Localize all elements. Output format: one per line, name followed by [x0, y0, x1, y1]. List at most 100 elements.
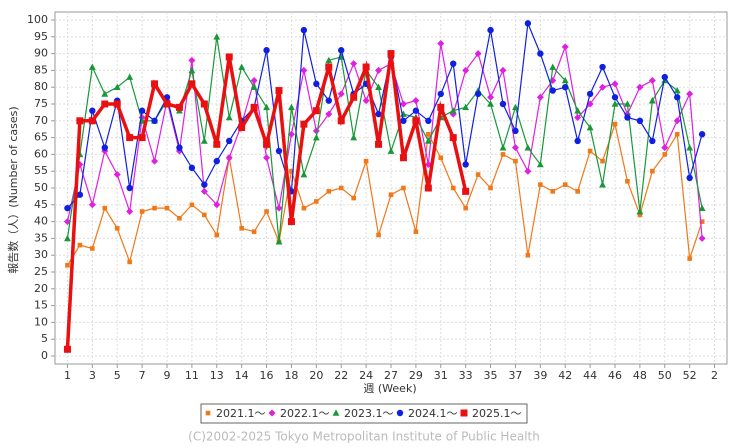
x-tick-label: 27: [384, 369, 398, 382]
data-point: [698, 204, 706, 211]
x-tick-label: 50: [658, 369, 672, 382]
data-point: [225, 154, 233, 162]
y-tick-label: 80: [34, 80, 48, 93]
data-point: [462, 161, 469, 168]
x-tick-label: 37: [508, 369, 522, 382]
data-point: [499, 100, 507, 108]
data-point: [126, 208, 134, 216]
x-tick-label: 14: [235, 369, 249, 382]
data-point: [673, 117, 681, 125]
data-point: [312, 134, 320, 141]
data-point: [401, 185, 406, 191]
data-point: [350, 134, 358, 141]
legend-label: 2022.1～: [280, 407, 330, 420]
data-point: [300, 26, 308, 34]
data-point: [88, 201, 96, 209]
x-tick-label: 3: [89, 369, 96, 382]
data-point: [289, 168, 294, 174]
data-point: [213, 140, 221, 148]
data-point: [65, 262, 70, 268]
data-point: [648, 76, 656, 84]
data-point: [127, 259, 132, 265]
data-point: [525, 252, 531, 258]
data-point: [500, 152, 506, 157]
data-point: [587, 148, 593, 154]
data-point: [562, 182, 568, 187]
data-point: [337, 117, 345, 125]
data-point: [574, 137, 581, 145]
data-point: [524, 20, 532, 27]
data-point: [599, 63, 606, 71]
data-point: [362, 97, 370, 105]
data-point: [586, 123, 594, 131]
data-point: [288, 103, 295, 111]
x-tick-label: 20: [309, 369, 323, 382]
data-point: [64, 234, 71, 242]
y-tick-label: 25: [34, 265, 48, 278]
data-point: [449, 134, 457, 142]
data-point: [275, 238, 283, 245]
data-point: [250, 76, 258, 84]
legend-marker: [396, 409, 404, 417]
x-tick-label: 29: [409, 369, 423, 382]
data-point: [450, 185, 456, 191]
data-point: [600, 158, 605, 164]
data-point: [151, 117, 158, 125]
data-point: [413, 229, 419, 234]
data-point: [699, 219, 705, 224]
data-point: [301, 205, 307, 211]
data-point: [164, 205, 170, 211]
data-point: [314, 199, 319, 204]
x-tick-label: 9: [164, 369, 171, 382]
data-point: [126, 184, 133, 192]
data-point: [263, 140, 271, 148]
x-tick-label: 44: [583, 369, 597, 382]
data-point: [426, 131, 431, 137]
data-point: [375, 66, 383, 74]
data-point: [538, 182, 543, 187]
y-tick-label: 50: [34, 181, 48, 194]
data-point: [151, 80, 159, 88]
data-point: [362, 63, 370, 71]
data-point: [325, 63, 333, 71]
y-tick-label: 55: [34, 164, 48, 177]
data-point: [188, 56, 196, 64]
data-point: [575, 189, 580, 194]
data-point: [400, 110, 407, 117]
data-point: [126, 134, 134, 142]
data-point: [225, 53, 233, 61]
y-tick-label: 85: [34, 63, 48, 76]
data-point: [76, 191, 84, 198]
data-point: [201, 181, 208, 188]
data-point: [139, 209, 145, 214]
data-point: [113, 83, 121, 90]
data-point: [612, 121, 618, 127]
data-point: [263, 103, 270, 111]
data-point: [300, 66, 308, 74]
data-point: [437, 90, 444, 98]
data-point: [325, 97, 332, 104]
y-tick-label: 70: [34, 114, 48, 127]
x-tick-label: 1: [64, 369, 71, 382]
data-point: [138, 107, 146, 114]
y-tick-label: 0: [41, 349, 48, 362]
data-point: [424, 184, 432, 192]
data-point: [437, 40, 445, 48]
data-point: [674, 131, 680, 137]
data-point: [152, 205, 157, 211]
data-point: [213, 33, 221, 40]
data-point: [375, 140, 383, 148]
x-axis-label: 週 (Week): [363, 382, 416, 395]
legend-label: 2024.1～: [408, 407, 458, 420]
data-point: [213, 201, 221, 209]
x-tick-label: 35: [484, 369, 498, 382]
data-point: [264, 209, 269, 214]
data-point: [188, 164, 196, 172]
data-point: [512, 127, 519, 135]
data-point: [163, 100, 171, 108]
data-point: [574, 113, 582, 121]
y-tick-label: 30: [34, 248, 48, 261]
data-point: [537, 50, 544, 57]
data-point: [586, 90, 594, 98]
